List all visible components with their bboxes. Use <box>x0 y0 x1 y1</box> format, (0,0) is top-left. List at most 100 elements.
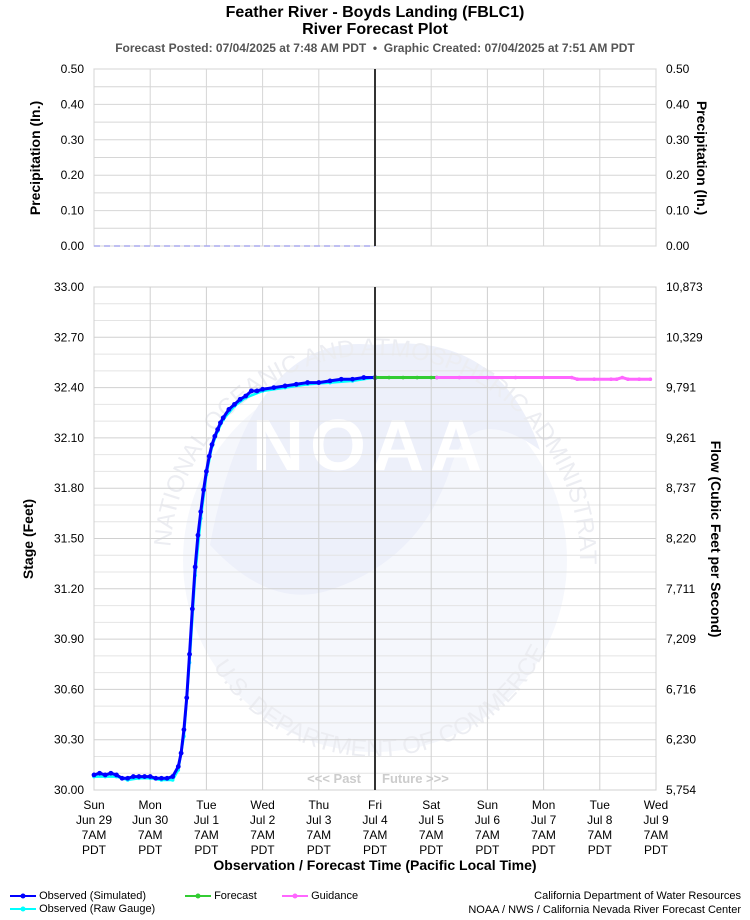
observed-simulated-point <box>192 564 198 570</box>
observed-simulated-point <box>198 509 204 515</box>
guidance-point <box>541 375 546 380</box>
x-tick-line: PDT <box>475 843 500 857</box>
observed-simulated-point <box>254 388 260 394</box>
stage-left-tick-label: 30.00 <box>54 783 84 797</box>
precip-left-tick-label: 0.40 <box>61 97 85 111</box>
observed-simulated-point <box>187 651 192 657</box>
observed-simulated-point <box>305 380 310 385</box>
x-tick-label: Mon Jul 7 7AM PDT <box>531 798 557 857</box>
chart-title: Feather River - Boyds Landing (FBLC1) <box>225 4 525 21</box>
stage-left-tick-label: 31.20 <box>54 582 84 596</box>
flow-right-tick-label: 6,230 <box>666 733 696 747</box>
forecast-posted-text: Forecast Posted: 07/04/2025 at 7:48 AM P… <box>115 41 367 55</box>
observed-simulated-point <box>361 375 367 380</box>
observed-simulated-point <box>293 381 299 387</box>
precip-left-tick-label: 0.50 <box>61 62 85 76</box>
x-tick-line: PDT <box>251 843 276 857</box>
stage-left-tick-label: 32.10 <box>54 431 84 445</box>
x-tick-line: Wed <box>250 798 274 812</box>
past-label: <<< Past <box>307 771 362 786</box>
stage-left-axis-label: Stage (Feet) <box>20 499 36 579</box>
guidance-point <box>569 375 574 380</box>
x-tick-line: PDT <box>363 843 388 857</box>
guidance-point <box>485 375 490 380</box>
legend-forecast-swatch <box>185 893 211 899</box>
x-tick-line: Jul 5 <box>419 813 445 827</box>
forecast-point <box>429 375 434 380</box>
x-tick-line: Jul 1 <box>194 813 220 827</box>
x-tick-line: PDT <box>82 843 107 857</box>
precip-right-tick-label: 0.20 <box>666 168 690 182</box>
observed-simulated-point <box>97 770 103 776</box>
x-tick-label: Wed Jul 9 7AM PDT <box>643 798 669 857</box>
observed-simulated-point <box>136 774 142 779</box>
legend-observed-simulated-label: Observed (Simulated) <box>39 890 147 902</box>
series-layer <box>91 69 653 790</box>
observed-simulated-point <box>119 775 125 781</box>
guidance-point <box>513 375 518 380</box>
flow-right-tick-label: 9,261 <box>666 431 696 445</box>
x-tick-label: Sat Jul 5 7AM PDT <box>419 798 445 857</box>
x-tick-line: PDT <box>194 843 219 857</box>
x-tick-line: Sun <box>83 798 104 812</box>
observed-simulated-point <box>232 401 237 407</box>
forecast-point <box>387 375 391 380</box>
observed-simulated-point <box>218 420 223 426</box>
observed-simulated-point <box>181 727 187 733</box>
x-tick-line: Thu <box>308 798 329 812</box>
guidance-point <box>457 375 462 380</box>
separator-dot: • <box>372 41 378 55</box>
x-tick-label: Mon Jun 30 7AM PDT <box>132 798 168 857</box>
observed-simulated-point <box>102 772 108 778</box>
credit-cnrfc: NOAA / NWS / California Nevada River For… <box>468 904 741 916</box>
observed-simulated-point <box>243 393 249 399</box>
x-tick-line: 7AM <box>250 828 275 842</box>
observed-simulated-point <box>316 380 322 385</box>
precip-left-tick-label: 0.10 <box>61 204 85 218</box>
noaa-watermark: NATIONAL OCEANIC AND ATMOSPHERIC ADMINIS… <box>0 0 601 763</box>
legend-forecast-label: Forecast <box>214 890 257 902</box>
stage-left-tick-label: 33.00 <box>54 280 84 294</box>
x-tick-line: Jul 7 <box>531 813 557 827</box>
observed-simulated-point <box>338 376 344 382</box>
legend-guidance-label: Guidance <box>311 890 359 902</box>
stage-left-tick-label: 30.90 <box>54 632 84 646</box>
observed-simulated-point <box>282 383 288 389</box>
watermark-noaa-logo: NOAA <box>252 406 488 486</box>
observed-simulated-point <box>170 774 176 779</box>
precip-right-tick-label: 0.40 <box>666 97 690 111</box>
x-tick-line: Jul 2 <box>250 813 276 827</box>
x-tick-label: Wed Jul 2 7AM PDT <box>250 798 276 857</box>
flow-right-tick-label: 8,220 <box>666 532 696 546</box>
observed-simulated-point <box>159 775 164 781</box>
x-tick-line: Tue <box>196 798 217 812</box>
observed-simulated-point <box>212 433 218 439</box>
observed-simulated-point <box>178 750 184 756</box>
x-tick-line: Jul 9 <box>643 813 669 827</box>
stage-left-tick-label: 30.30 <box>54 733 84 747</box>
flow-right-tick-label: 10,873 <box>666 280 703 294</box>
chart-subtitle: River Forecast Plot <box>302 21 448 38</box>
x-tick-line: 7AM <box>363 828 388 842</box>
forecast-point <box>415 375 419 380</box>
observed-simulated-point <box>215 427 221 432</box>
precip-right-tick-label: 0.50 <box>666 62 690 76</box>
observed-simulated-point <box>204 469 209 474</box>
x-tick-line: Jul 6 <box>475 813 501 827</box>
legend-observed-raw-label: Observed (Raw Gauge) <box>39 903 156 915</box>
observed-simulated-point <box>130 774 136 779</box>
legend-observed-simulated-swatch <box>10 893 36 899</box>
stage-left-tick-label: 32.70 <box>54 330 84 344</box>
observed-simulated-point <box>206 453 212 459</box>
flow-right-tick-label: 6,716 <box>666 682 696 696</box>
x-tick-line: PDT <box>307 843 332 857</box>
x-tick-line: 7AM <box>419 828 444 842</box>
legend-observed-raw-swatch <box>10 906 36 912</box>
observed-simulated-point <box>220 415 226 421</box>
x-tick-line: PDT <box>419 843 444 857</box>
x-tick-line: PDT <box>644 843 669 857</box>
x-tick-line: 7AM <box>475 828 500 842</box>
precip-left-tick-label: 0.30 <box>61 133 85 147</box>
flow-right-tick-label: 8,737 <box>666 481 696 495</box>
